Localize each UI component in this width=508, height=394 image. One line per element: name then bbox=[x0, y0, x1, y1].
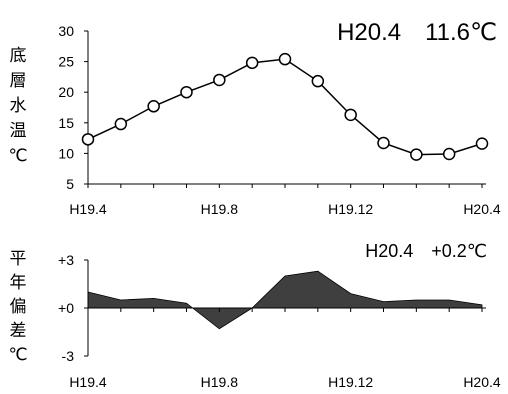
temperature-y-label-char: 水 bbox=[10, 96, 27, 116]
temperature-point bbox=[180, 85, 193, 99]
anomaly-chart-title: H20.4 +0.2℃ bbox=[365, 241, 487, 261]
temperature-y-label-char: 温 bbox=[10, 121, 27, 141]
temperature-point bbox=[377, 136, 390, 150]
anomaly-y-label-char: 年 bbox=[10, 273, 27, 293]
anomaly-series bbox=[87, 270, 483, 330]
temperature-point bbox=[114, 117, 128, 131]
anomaly-x-tick-label: H19.12 bbox=[328, 374, 373, 390]
temperature-y-tick-label: 10 bbox=[58, 145, 74, 161]
anomaly-y-tick-label: +0 bbox=[58, 300, 74, 316]
temperature-point bbox=[475, 137, 489, 150]
anomaly-x-ticks: H19.4 H19.8 H19.12 H20.4 bbox=[69, 308, 501, 390]
temperature-x-tick-label: H19.12 bbox=[328, 201, 373, 217]
temperature-x-ticks: H19.4 H19.8 H19.12 H20.4 bbox=[69, 184, 501, 217]
anomaly-y-label-char: 平 bbox=[10, 249, 27, 269]
temperature-point bbox=[344, 108, 357, 122]
temperature-x-tick-label: H19.8 bbox=[201, 201, 239, 217]
temperature-point bbox=[147, 100, 160, 113]
temperature-y-label-char: 底 bbox=[10, 46, 27, 66]
temperature-point bbox=[213, 73, 226, 87]
anomaly-x-tick-label: H19.8 bbox=[201, 374, 239, 390]
temperature-point bbox=[410, 148, 423, 161]
temperature-y-tick-label: 20 bbox=[58, 84, 74, 100]
temperature-x-tick-label: H20.4 bbox=[463, 201, 501, 217]
anomaly-x-tick-label: H20.4 bbox=[463, 374, 501, 390]
temperature-y-ticks: 5 10 15 20 25 30 bbox=[58, 23, 88, 192]
temperature-line bbox=[87, 58, 483, 156]
temperature-y-label-char: 層 bbox=[10, 71, 27, 91]
temperature-series bbox=[81, 52, 489, 161]
temperature-point bbox=[278, 52, 292, 66]
temperature-y-tick-label: 15 bbox=[58, 115, 74, 131]
temperature-point bbox=[442, 147, 456, 161]
temperature-y-tick-label: 25 bbox=[58, 54, 74, 70]
anomaly-area bbox=[87, 270, 483, 330]
temperature-point bbox=[81, 133, 95, 146]
anomaly-y-label-char: 偏 bbox=[10, 297, 27, 317]
temperature-point bbox=[311, 74, 325, 88]
anomaly-y-label-char: 差 bbox=[10, 321, 27, 341]
anomaly-x-tick-label: H19.4 bbox=[69, 374, 107, 390]
temperature-chart-title: H20.4 11.6℃ bbox=[337, 19, 497, 46]
temperature-y-label-char: ℃ bbox=[8, 146, 27, 166]
temperature-point bbox=[245, 56, 259, 70]
temperature-y-tick-label: 5 bbox=[66, 176, 74, 192]
anomaly-y-tick-label: -3 bbox=[62, 348, 75, 364]
temperature-x-tick-label: H19.4 bbox=[69, 201, 107, 217]
temperature-y-tick-label: 30 bbox=[58, 23, 74, 39]
anomaly-y-label-char: ℃ bbox=[8, 345, 27, 365]
anomaly-y-ticks: +3 +0 -3 bbox=[58, 252, 88, 364]
temperature-axes bbox=[87, 31, 486, 185]
anomaly-y-tick-label: +3 bbox=[58, 252, 74, 268]
anomaly-axes bbox=[87, 260, 486, 356]
